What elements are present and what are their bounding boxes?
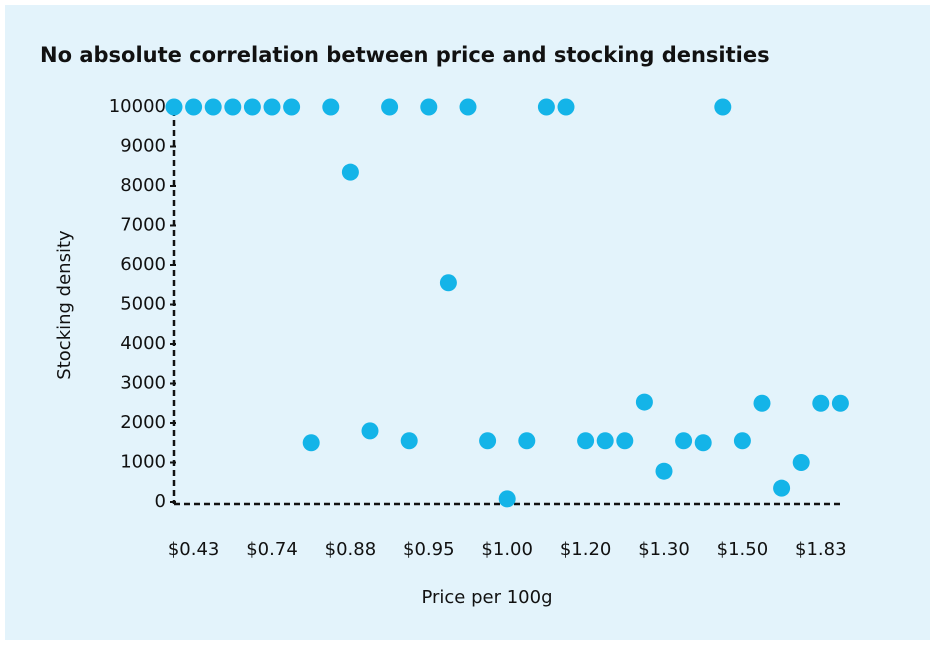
y-tick-label: 0 [155,491,166,512]
point [675,432,693,450]
point [459,98,477,116]
point [773,479,791,497]
y-tick-label: 3000 [120,373,166,394]
point [204,98,222,116]
x-tick-label: $1.30 [638,539,690,560]
point [439,274,457,292]
y-tick-label: 1000 [120,452,166,473]
point [733,432,751,450]
x-tick-label: $0.74 [246,539,298,560]
point [165,98,183,116]
point [479,432,497,450]
chart-title: No absolute correlation between price an… [40,43,770,67]
y-axis-label: Stocking density [54,230,75,380]
point [577,432,595,450]
y-tick-label: 7000 [120,215,166,236]
x-tick-label: $1.50 [717,539,769,560]
point [537,98,555,116]
x-tick-label: $0.88 [325,539,377,560]
point [224,98,242,116]
point [341,163,359,181]
point [792,454,810,471]
point [655,462,673,480]
point [518,432,536,450]
point [302,434,320,452]
point [361,422,379,440]
y-tick-label: 8000 [120,175,166,196]
point [283,98,301,116]
y-tick-label: 2000 [120,412,166,433]
point [263,98,281,116]
x-axis-label: Price per 100g [421,587,552,608]
point [635,393,653,411]
y-tick-label: 10000 [109,96,166,117]
point [381,98,399,116]
point [243,98,261,116]
point [831,394,849,412]
x-tick-label: $1.83 [795,539,847,560]
point [420,98,438,116]
point [185,98,203,116]
point [400,432,418,450]
point [694,434,712,452]
y-tick-label: 6000 [120,254,166,275]
x-tick-label: $1.00 [481,539,533,560]
point [812,394,830,412]
x-tick-label: $1.20 [560,539,612,560]
point [498,490,516,508]
y-tick-label: 9000 [120,136,166,157]
point [557,98,575,116]
point [753,394,771,412]
point [322,98,340,116]
x-tick-label: $0.43 [168,539,220,560]
point [616,432,634,450]
x-tick-label: $0.95 [403,539,455,560]
y-tick-label: 4000 [120,333,166,354]
point [596,432,614,450]
point [714,98,732,116]
y-tick-label: 5000 [120,294,166,315]
